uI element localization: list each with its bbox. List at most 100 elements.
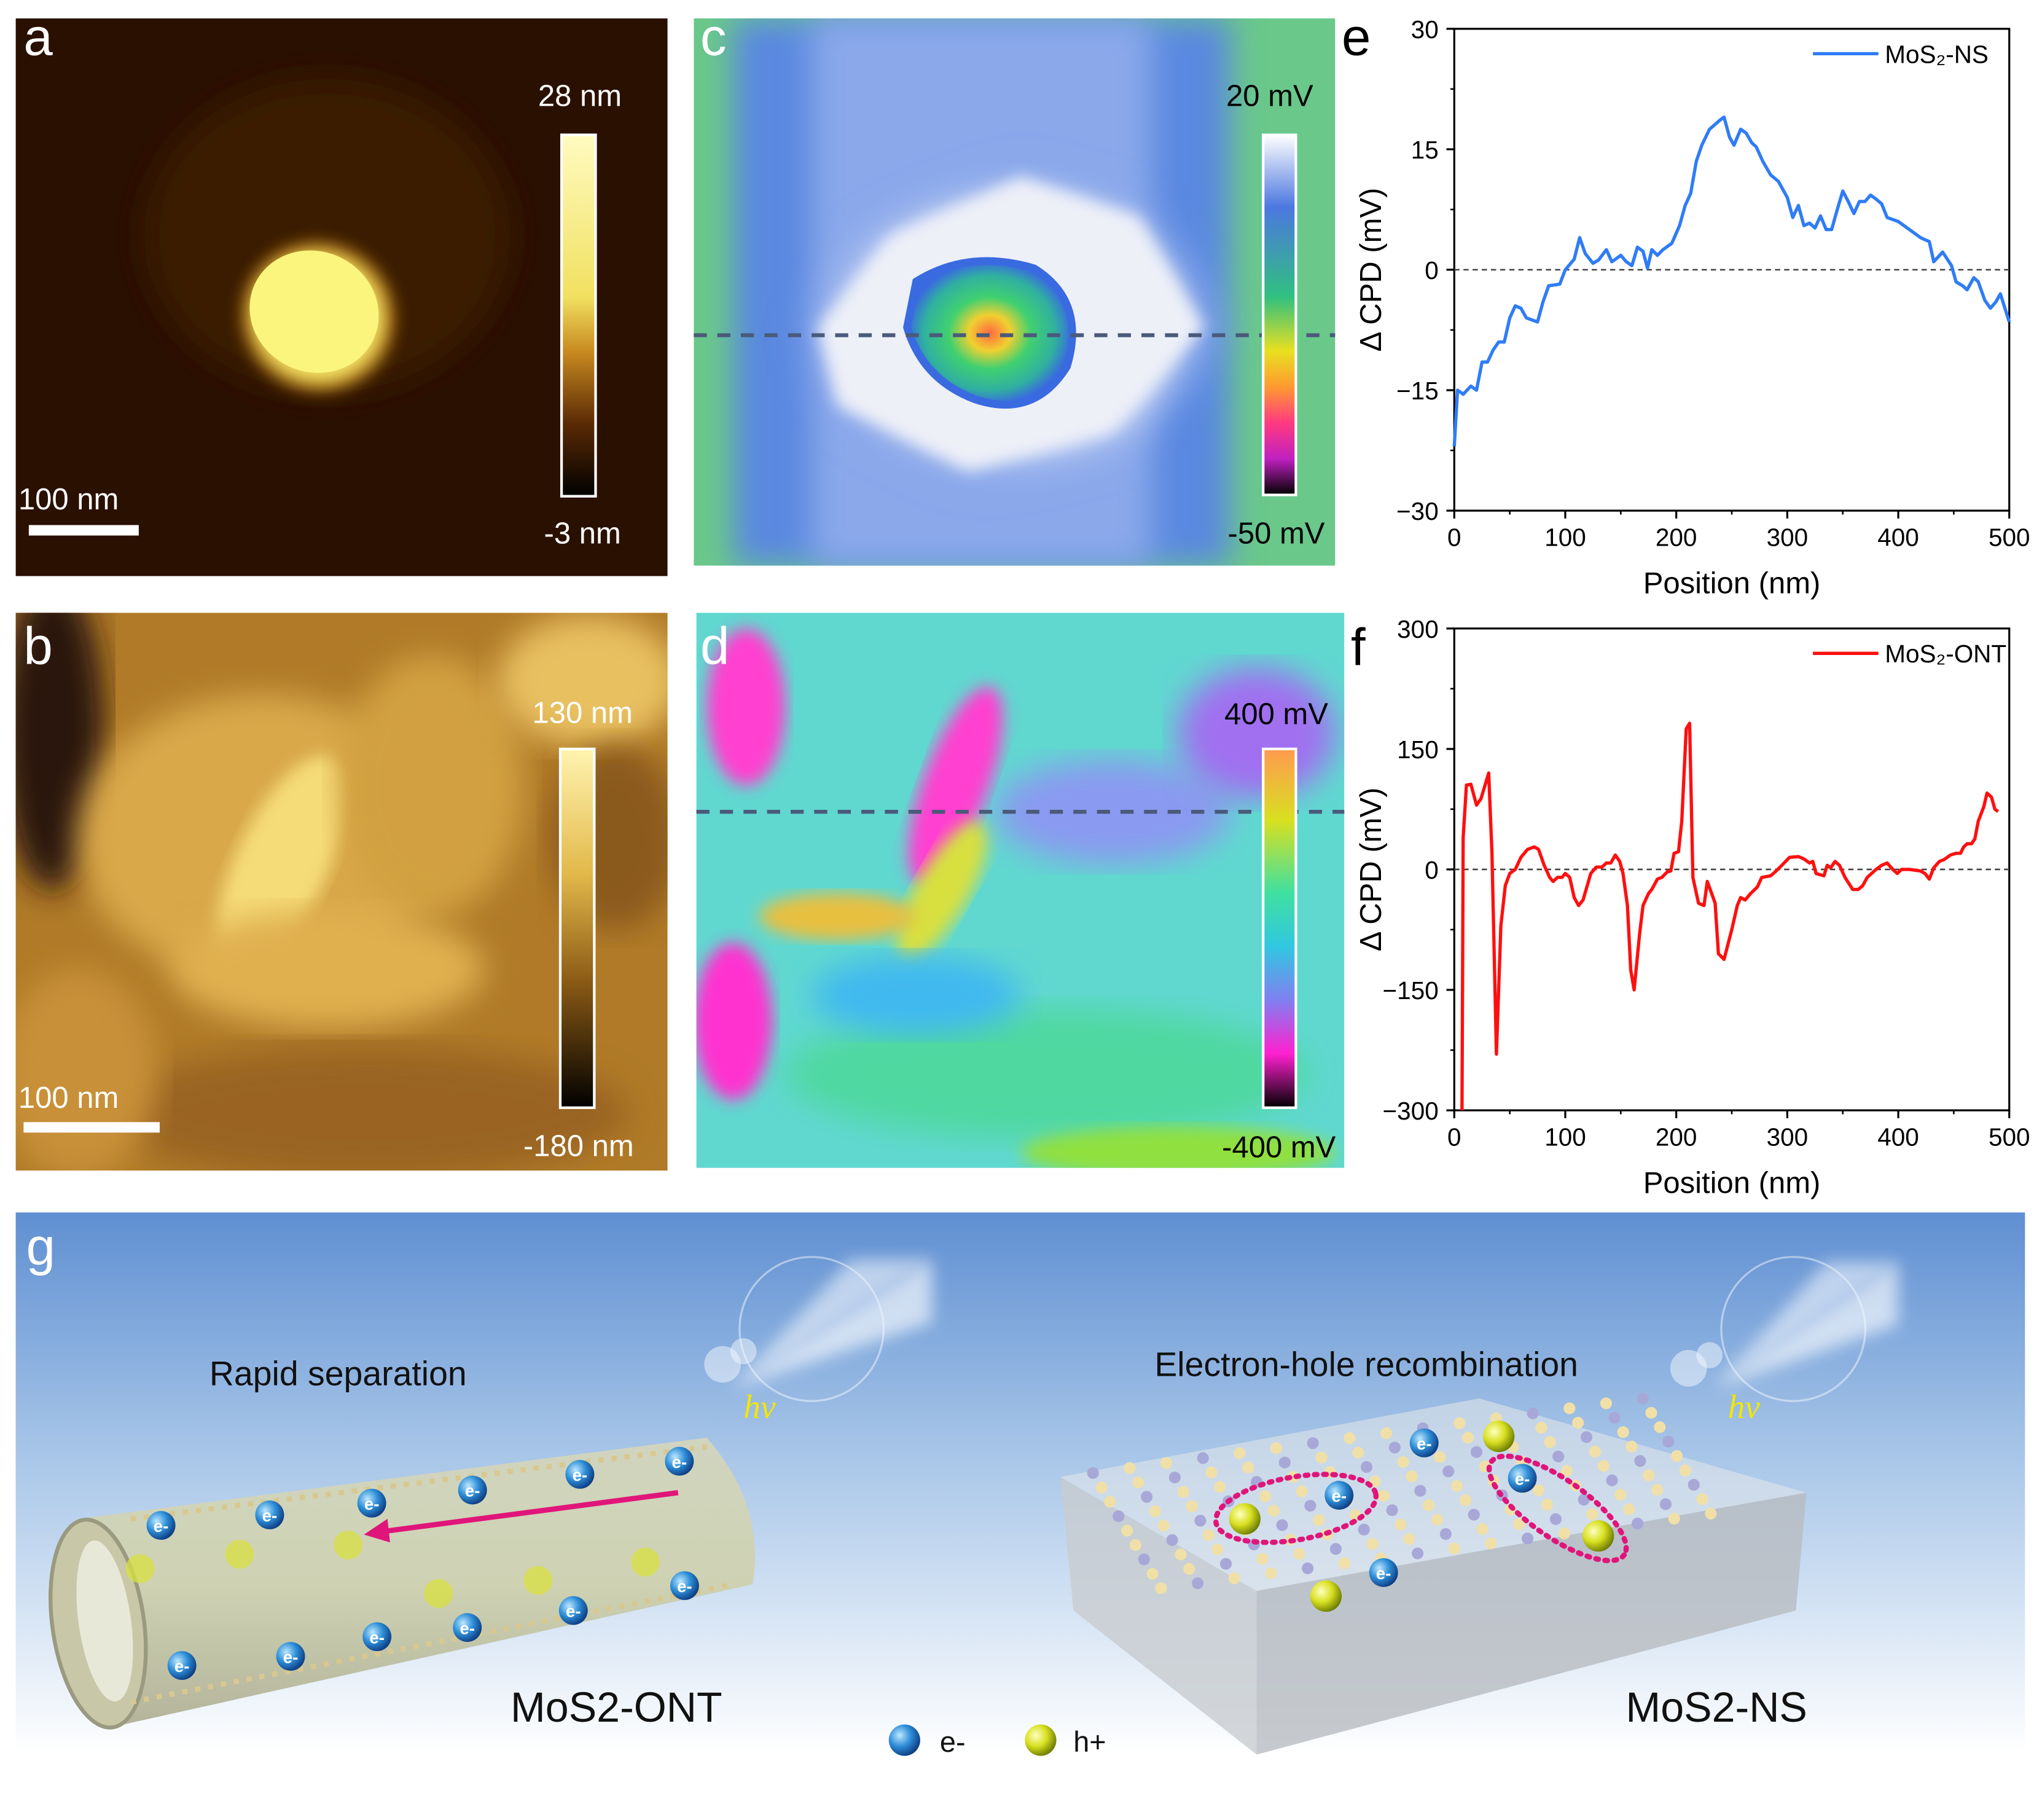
lattice-atom bbox=[1643, 1469, 1655, 1481]
lattice-atom bbox=[1242, 1461, 1254, 1473]
electron-particle-icon bbox=[453, 1613, 482, 1642]
lattice-atom bbox=[1476, 1523, 1488, 1536]
hole-particle-icon bbox=[1483, 1421, 1515, 1453]
colorbar-a-max: 28 nm bbox=[538, 80, 622, 113]
lattice-atom bbox=[1414, 1485, 1426, 1497]
legend-label: MoS₂-ONT bbox=[1885, 640, 2006, 668]
lattice-atom bbox=[1423, 1499, 1435, 1512]
x-tick-label: 300 bbox=[1767, 524, 1809, 552]
lattice-atom bbox=[1549, 1513, 1562, 1525]
electron-particle-icon bbox=[276, 1642, 305, 1671]
colorbar-b-max: 130 nm bbox=[532, 696, 632, 729]
colorbar-d bbox=[1262, 747, 1297, 1109]
panel-c-kpfm-ns bbox=[694, 18, 1336, 566]
electron-particle-icon bbox=[255, 1500, 284, 1529]
arrow-head-icon bbox=[364, 1518, 390, 1543]
y-tick-label: −150 bbox=[1383, 976, 1439, 1005]
series-line bbox=[1452, 116, 2011, 447]
colorbar-a bbox=[560, 133, 597, 498]
lattice-atom bbox=[1614, 1489, 1627, 1501]
x-tick-label: 400 bbox=[1877, 1123, 1919, 1151]
nanotube-mos2-ont bbox=[49, 1437, 756, 1730]
lattice-atom bbox=[1442, 1465, 1455, 1478]
lattice-atom bbox=[1377, 1489, 1390, 1502]
lattice-atom bbox=[1637, 1392, 1649, 1405]
chart-e-cpd-ns: 0 100 200 300 400 500 −30 −15 0 15 30 Position (nm)… bbox=[1355, 15, 2030, 600]
hole-particle-icon bbox=[523, 1566, 553, 1595]
lattice-atom bbox=[1617, 1426, 1629, 1438]
panel-letter-b: b bbox=[23, 617, 52, 675]
lattice-atom bbox=[1412, 1547, 1424, 1559]
x-tick-label: 300 bbox=[1767, 1123, 1809, 1151]
y-axis-label: Δ CPD (mV) bbox=[1355, 788, 1388, 952]
lattice-atom bbox=[1219, 1558, 1232, 1570]
lattice-atom bbox=[1513, 1518, 1525, 1530]
lattice-atom bbox=[1175, 1548, 1187, 1561]
electron-particle-icon bbox=[558, 1596, 588, 1625]
electron-particle-icon bbox=[357, 1488, 386, 1518]
electron-particle-icon bbox=[1409, 1428, 1439, 1457]
y-tick-label: −15 bbox=[1396, 377, 1439, 405]
label-mos2-ns: MoS2-NS bbox=[1625, 1684, 1807, 1731]
lattice-atom bbox=[1586, 1508, 1598, 1520]
lattice-atom bbox=[1194, 1515, 1207, 1527]
lattice-atom bbox=[1121, 1524, 1133, 1537]
electron-label: e- bbox=[460, 1618, 475, 1638]
legend-electron-icon bbox=[888, 1724, 920, 1756]
y-tick-label: 0 bbox=[1425, 856, 1439, 884]
lattice-atom bbox=[1155, 1582, 1167, 1594]
lattice-atom bbox=[1459, 1494, 1471, 1507]
electron-label: e- bbox=[1376, 1564, 1391, 1583]
label-mos2-ont: MoS2-ONT bbox=[510, 1684, 722, 1731]
recombination-ring-2 bbox=[1486, 1453, 1629, 1564]
lattice-atom bbox=[1366, 1538, 1379, 1550]
y-tick-label: −300 bbox=[1383, 1097, 1439, 1125]
scale-bar-b bbox=[23, 1122, 160, 1133]
panel-letter-c: c bbox=[700, 8, 727, 66]
x-tick-label: 0 bbox=[1447, 524, 1461, 552]
lattice-atom bbox=[1205, 1466, 1218, 1479]
lattice-atom bbox=[1522, 1532, 1534, 1545]
lattice-atom bbox=[1129, 1539, 1142, 1551]
x-tick-label: 100 bbox=[1544, 524, 1586, 552]
colorbar-d-max: 400 mV bbox=[1224, 697, 1328, 731]
hole-particle-icon bbox=[631, 1547, 660, 1577]
lattice-atom bbox=[1358, 1523, 1370, 1536]
electron-particle-icon bbox=[565, 1459, 595, 1489]
x-tick-label: 0 bbox=[1447, 1123, 1461, 1151]
electron-label: e- bbox=[154, 1516, 169, 1536]
scale-bar-a-label: 100 nm bbox=[18, 483, 119, 516]
electron-label: e- bbox=[465, 1481, 480, 1500]
lattice-atom bbox=[1468, 1508, 1480, 1521]
lattice-atom bbox=[1606, 1474, 1618, 1486]
lattice-atom bbox=[1304, 1499, 1316, 1512]
lattice-atom bbox=[1157, 1520, 1170, 1532]
x-tick-label: 200 bbox=[1656, 524, 1697, 552]
colorbar-c-max: 20 mV bbox=[1226, 80, 1313, 113]
lattice-atom bbox=[1296, 1485, 1308, 1497]
x-tick-label: 500 bbox=[1989, 524, 2030, 552]
colorbar-d-min: -400 mV bbox=[1222, 1131, 1336, 1164]
lattice-atom bbox=[1192, 1577, 1204, 1590]
lattice-atom bbox=[1183, 1563, 1195, 1575]
lattice-atom bbox=[1668, 1512, 1680, 1525]
lattice-atom bbox=[1645, 1406, 1657, 1419]
lattice-atom bbox=[1439, 1528, 1452, 1540]
lattice-atom bbox=[1388, 1441, 1401, 1454]
lattice-atom bbox=[1276, 1519, 1288, 1531]
lattice-atom bbox=[1541, 1499, 1554, 1511]
lattice-atom bbox=[1203, 1529, 1215, 1541]
lattice-atom bbox=[1688, 1478, 1700, 1491]
lattice-atom bbox=[1293, 1548, 1305, 1560]
y-tick-label: 150 bbox=[1397, 735, 1439, 764]
x-axis-label: Position (nm) bbox=[1643, 567, 1821, 600]
lattice-atom bbox=[1177, 1486, 1189, 1498]
electron-label: e- bbox=[174, 1657, 190, 1676]
electron-label: e- bbox=[364, 1494, 380, 1513]
lattice-atom bbox=[1395, 1518, 1407, 1531]
lattice-atom bbox=[1307, 1437, 1319, 1449]
lattice-atom bbox=[1535, 1421, 1547, 1434]
lattice-atom bbox=[1087, 1467, 1099, 1479]
electron-particle-icon bbox=[1324, 1481, 1354, 1510]
lattice-atom bbox=[1625, 1440, 1638, 1453]
